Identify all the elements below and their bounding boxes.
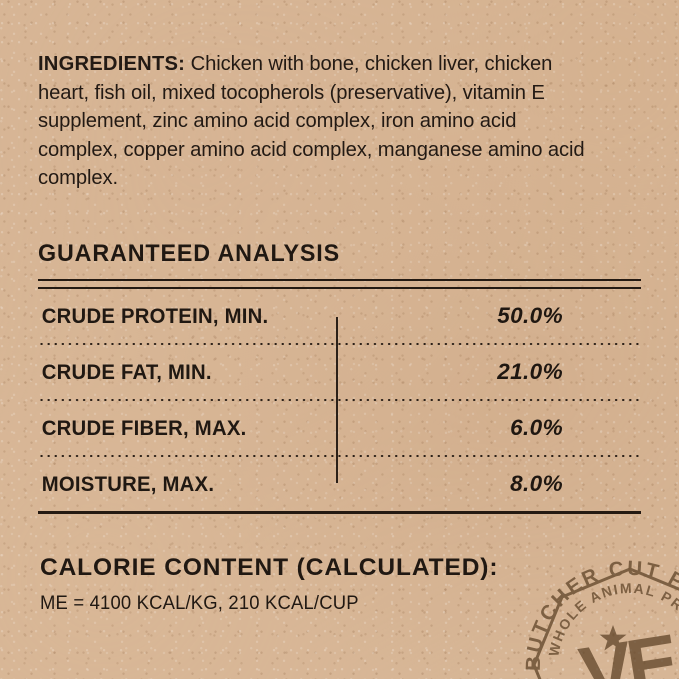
- nutrient-name: CRUDE FAT, MIN.: [41, 359, 212, 384]
- stamp-frame-icon: [532, 567, 679, 679]
- table-row: CRUDE FIBER, MAX. 6.0%: [38, 401, 641, 455]
- calorie-content-title: CALORIE CONTENT (CALCULATED):: [40, 554, 499, 581]
- stamp-monogram: VE: [574, 617, 679, 679]
- row-separator-dotted: [38, 343, 641, 345]
- butcher-cut-protein-stamp: BUTCHER CUT PROTEIN WHOLE ANIMAL PROTEIN…: [513, 540, 679, 679]
- row-separator-dotted: [38, 455, 641, 457]
- guaranteed-analysis-title: GUARANTEED ANALYSIS: [38, 240, 341, 267]
- guaranteed-analysis-table: CRUDE PROTEIN, MIN. 50.0% CRUDE FAT, MIN…: [38, 289, 641, 511]
- ingredients-text: Chicken with bone, chicken liver, chicke…: [38, 53, 585, 190]
- calorie-content-value: ME = 4100 KCAL/KG, 210 KCAL/CUP: [40, 592, 359, 614]
- row-separator-dotted: [38, 399, 641, 401]
- nutrient-value: 21.0%: [497, 359, 563, 384]
- calorie-content-block: CALORIE CONTENT (CALCULATED): ME = 4100 …: [40, 554, 498, 615]
- table-row: CRUDE PROTEIN, MIN. 50.0%: [38, 289, 641, 343]
- nutrient-value: 6.0%: [510, 415, 563, 440]
- guaranteed-analysis-top-rule: [38, 279, 641, 289]
- nutrient-name: MOISTURE, MAX.: [41, 471, 215, 496]
- nutrient-name: CRUDE PROTEIN, MIN.: [41, 303, 269, 328]
- nutrient-name: CRUDE FIBER, MAX.: [41, 415, 247, 440]
- table-row: MOISTURE, MAX. 8.0%: [38, 457, 641, 511]
- table-row: CRUDE FAT, MIN. 21.0%: [38, 345, 641, 399]
- guaranteed-analysis-section: GUARANTEED ANALYSIS CRUDE PROTEIN, MIN. …: [38, 240, 641, 514]
- ingredients-block: INGREDIENTS: Chicken with bone, chicken …: [38, 50, 598, 193]
- guaranteed-analysis-bottom-rule: [38, 511, 641, 514]
- ingredients-heading: INGREDIENTS:: [38, 53, 186, 75]
- star-icon: [599, 625, 627, 651]
- nutrient-value: 8.0%: [510, 471, 563, 496]
- nutrient-value: 50.0%: [497, 303, 563, 328]
